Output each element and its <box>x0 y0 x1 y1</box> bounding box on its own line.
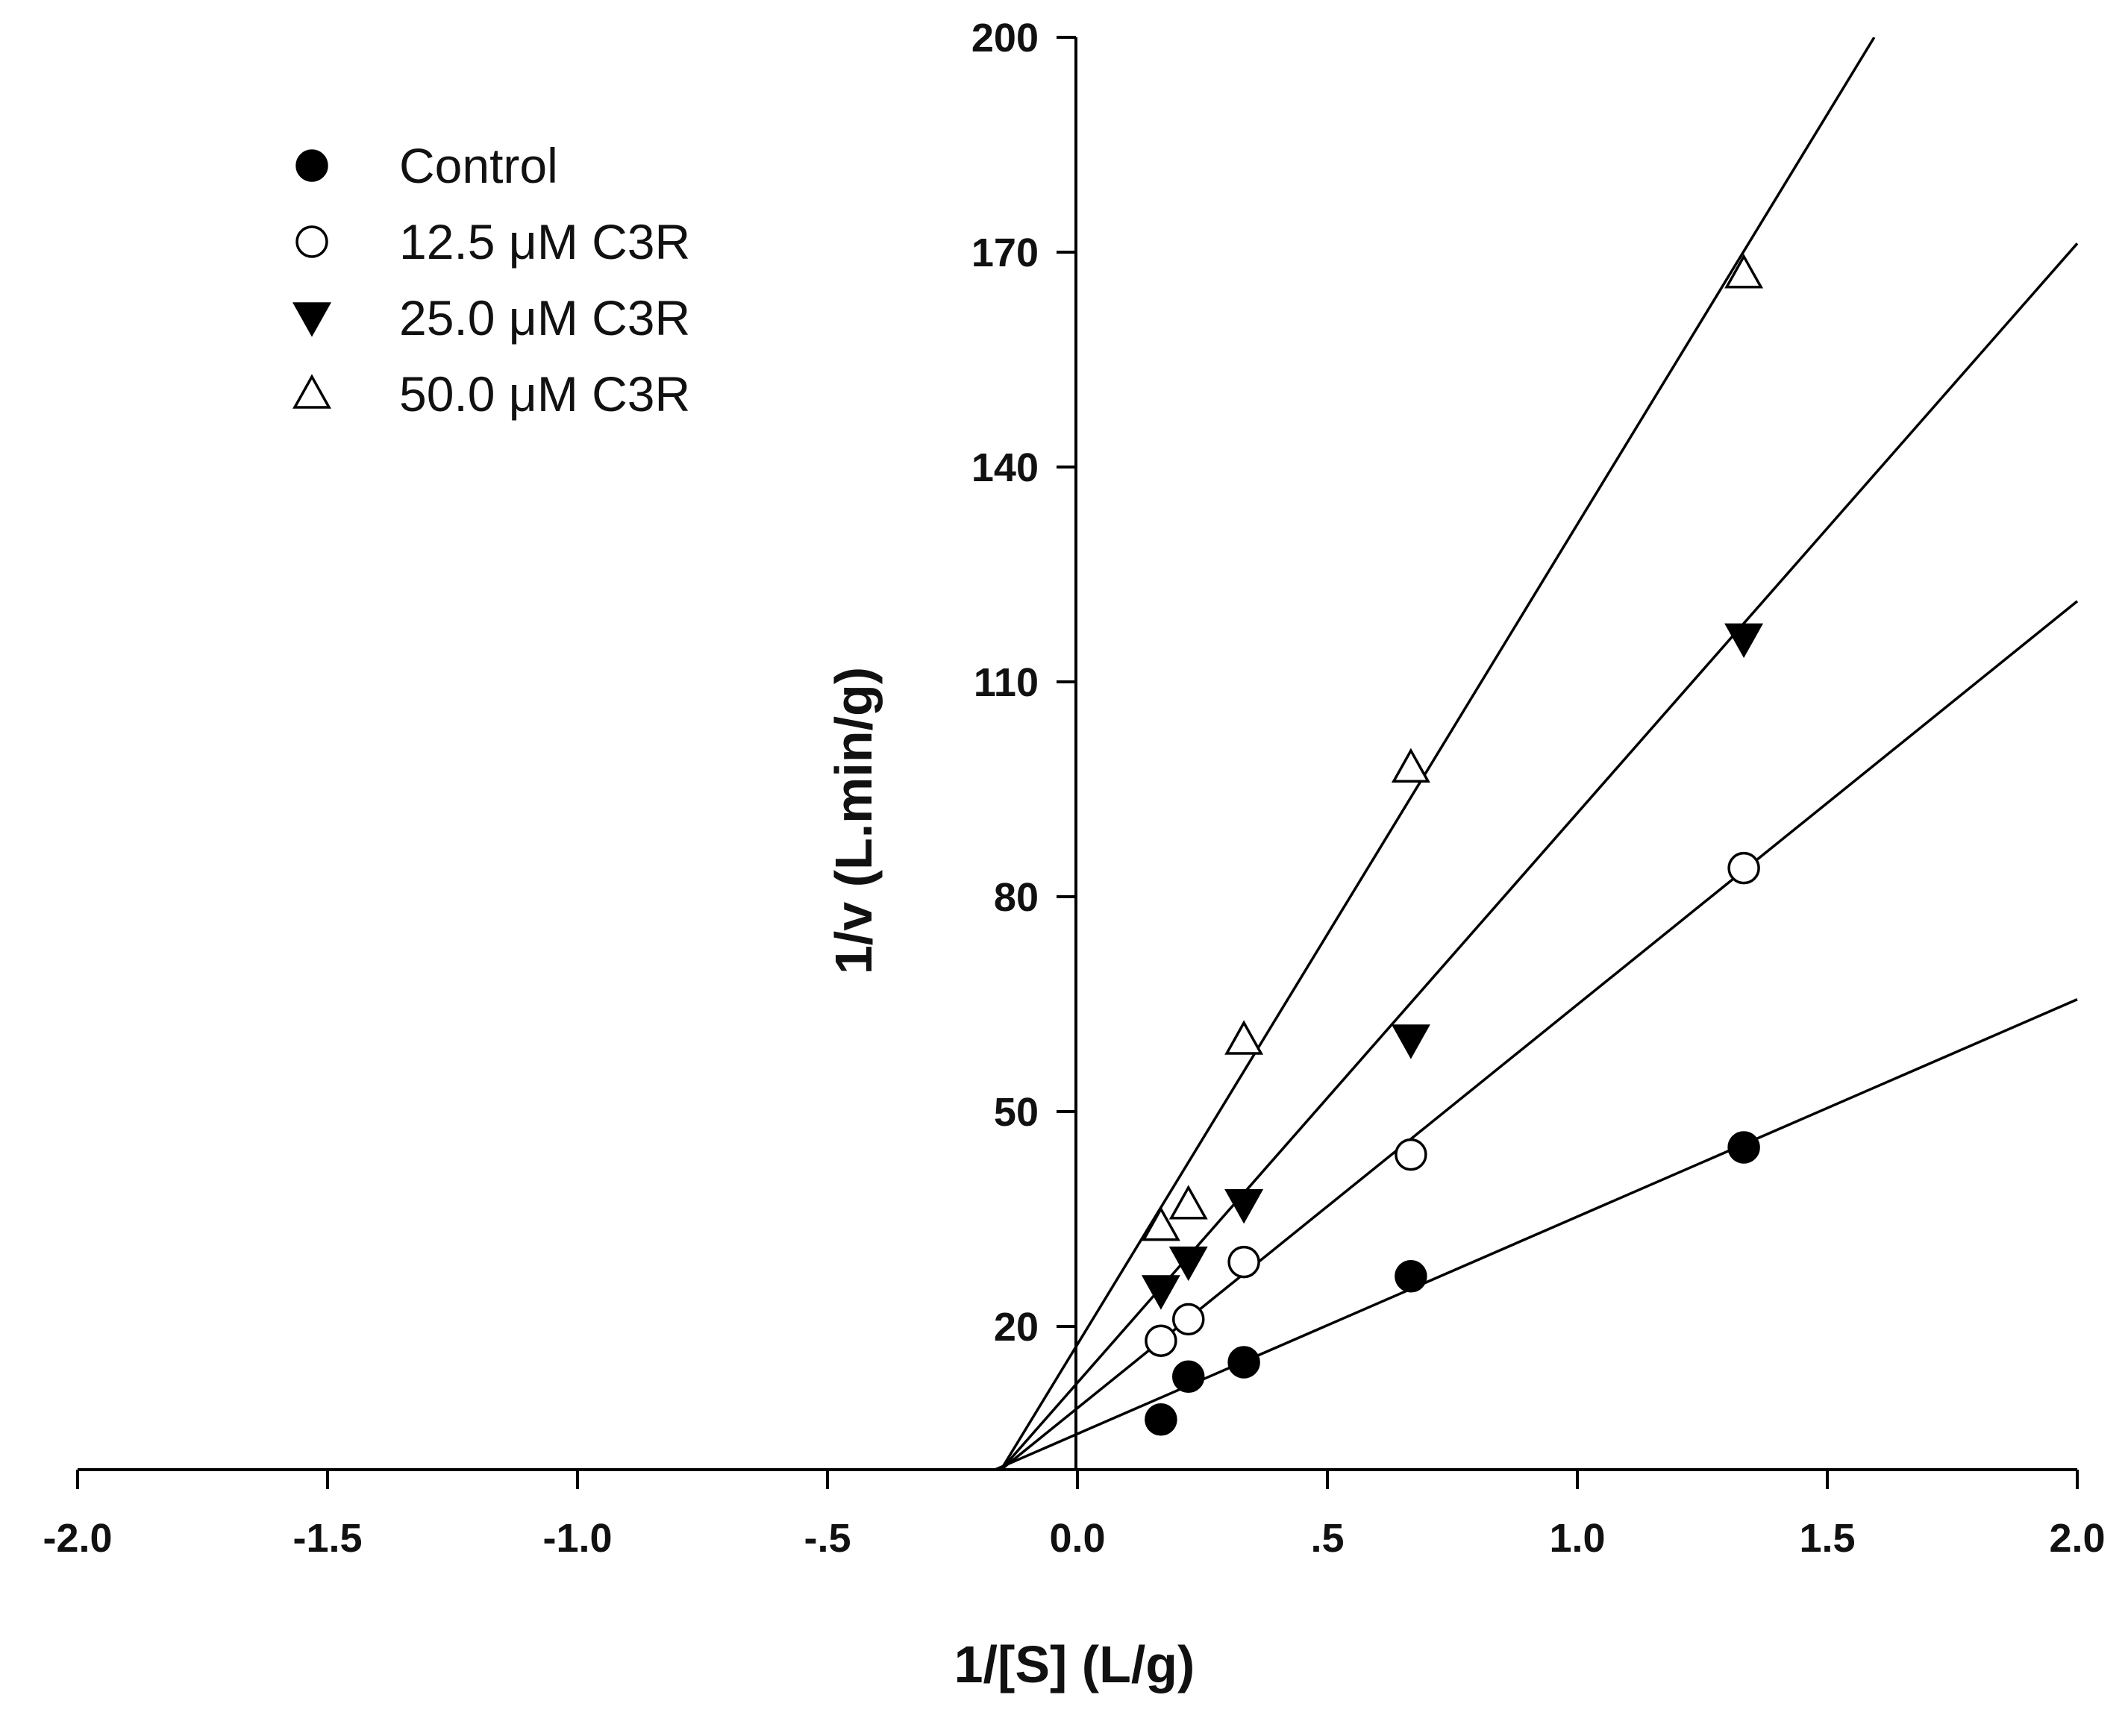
x-axis-title: 1/[S] (L/g) <box>954 1635 1195 1693</box>
x-tick-label: -1.5 <box>292 1516 362 1561</box>
legend-marker <box>292 302 331 337</box>
fit-line <box>1000 37 1876 1470</box>
x-axis-ticks: -2.0 -1.5 -1.0 -.5 0.0 .5 1.0 1.5 2.0 <box>43 1470 2106 1561</box>
data-points <box>1141 254 1764 1436</box>
y-tick-label: 20 <box>994 1305 1039 1350</box>
y-tick-label: 140 <box>971 445 1039 490</box>
data-point <box>1395 1138 1427 1171</box>
x-tick-label: 1.0 <box>1549 1516 1605 1561</box>
data-point <box>1141 1206 1180 1241</box>
data-point <box>1171 1360 1205 1393</box>
y-tick-label: 200 <box>971 16 1039 60</box>
x-tick-label: -2.0 <box>43 1516 112 1561</box>
data-point <box>1224 1189 1264 1224</box>
y-tick-label: 170 <box>971 231 1039 275</box>
data-point <box>1391 748 1430 783</box>
axes <box>78 37 2077 1471</box>
data-point <box>1724 623 1764 658</box>
data-point <box>1145 1324 1177 1357</box>
x-tick-label: 2.0 <box>2049 1516 2105 1561</box>
data-point <box>1141 1275 1180 1310</box>
y-tick-label: 80 <box>994 875 1039 920</box>
x-tick-label: .5 <box>1310 1516 1344 1561</box>
legend-marker <box>295 149 328 182</box>
data-point <box>1168 1185 1208 1220</box>
data-point <box>1227 1346 1260 1379</box>
legend-label: 25.0 μM C3R <box>399 290 690 345</box>
fit-line <box>994 998 2078 1470</box>
fit-lines <box>994 37 2079 1470</box>
data-point <box>1145 1403 1177 1436</box>
y-axis-ticks: 20 50 80 110 140 170 200 <box>971 16 1076 1350</box>
data-point <box>1395 1260 1427 1293</box>
legend-marker <box>295 225 328 258</box>
x-tick-label: -1.0 <box>542 1516 612 1561</box>
legend: Control 12.5 μM C3R 25.0 μM C3R 50.0 μM C3R <box>292 138 690 422</box>
data-point <box>1168 1246 1208 1282</box>
x-tick-label: -.5 <box>804 1516 851 1561</box>
data-point <box>1224 1020 1264 1055</box>
data-point <box>1724 254 1764 289</box>
data-point <box>1171 1303 1205 1336</box>
y-tick-label: 110 <box>974 660 1039 705</box>
x-tick-label: 1.5 <box>1799 1516 1855 1561</box>
legend-label: 50.0 μM C3R <box>399 366 690 422</box>
legend-label: Control <box>399 138 558 193</box>
data-point <box>1227 1245 1260 1279</box>
y-axis-title: 1/v (L.min/g) <box>824 667 883 974</box>
data-point <box>1727 1131 1760 1164</box>
legend-marker <box>292 374 331 409</box>
data-point <box>1391 1024 1430 1059</box>
y-tick-label: 50 <box>994 1090 1039 1135</box>
legend-label: 12.5 μM C3R <box>399 214 690 269</box>
x-tick-label: 0.0 <box>1049 1516 1105 1561</box>
data-point <box>1727 851 1760 885</box>
